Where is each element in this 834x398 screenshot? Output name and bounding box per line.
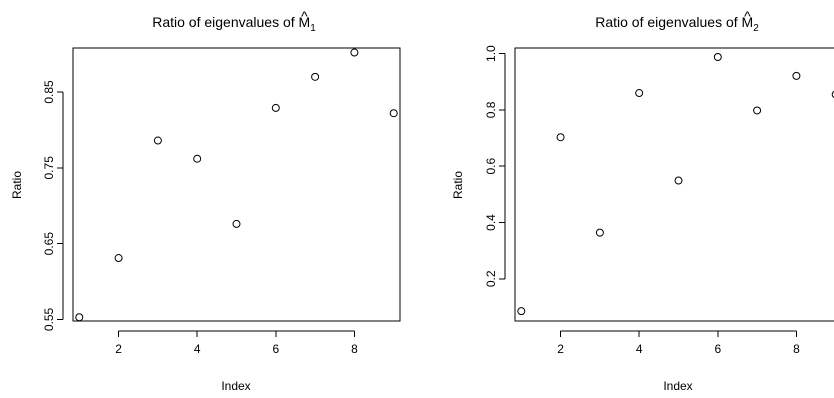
- panel-2-data-point: [556, 133, 565, 142]
- panel-1-data-point: [389, 109, 398, 118]
- panel-1-title-hat: ^: [301, 8, 308, 24]
- panel-1-title-subscript: 1: [310, 23, 316, 34]
- panel-1-y-tick-label: 0.85: [42, 80, 56, 104]
- panel-2-y-axis: 0.2 0.4 0.6 0.8 1.0: [484, 45, 506, 287]
- panel-1-y-axis: 0.55 0.65 0.75 0.85: [42, 80, 64, 331]
- panel-2-y-tick-label: 0.2: [484, 270, 498, 287]
- panel-2-x-tick-label: 2: [557, 342, 564, 356]
- panel-2-plot-box: [514, 47, 834, 322]
- panel-1-y-tick-label: 0.65: [42, 232, 56, 256]
- panel-1-y-axis-label: Ratio: [10, 171, 24, 199]
- panel-2-data-point: [713, 53, 722, 62]
- panel-2-data-point: [674, 176, 683, 185]
- panel-1-plot-box: [72, 47, 401, 322]
- panel-2-y-tick-label: 0.4: [484, 214, 498, 231]
- panel-1-x-tick-label: 2: [115, 342, 122, 356]
- panel-2-x-tick-label: 6: [714, 342, 721, 356]
- panel-2-x-tick-label: 4: [636, 342, 643, 356]
- panel-2-title: Ratio of eigenvalues of M2: [595, 14, 759, 34]
- panel-2-data-point: [517, 307, 526, 316]
- panel-1-y-tick-label: 0.75: [42, 156, 56, 180]
- panel-2-y-tick-label: 1.0: [484, 45, 498, 62]
- panel-2-title-subscript: 2: [753, 23, 759, 34]
- panel-2-data-point: [831, 90, 834, 99]
- panel-1-data-point: [271, 103, 280, 112]
- panel-2-y-tick-label: 0.8: [484, 101, 498, 118]
- panel-1-data-point: [232, 219, 241, 228]
- panel-2-y-axis-label: Ratio: [451, 171, 465, 199]
- panel-1-x-axis-label: Index: [221, 379, 250, 393]
- panel-1-title-prefix: Ratio of eigenvalues of: [152, 14, 298, 30]
- panel-2-title-prefix: Ratio of eigenvalues of: [595, 14, 741, 30]
- panel-2-x-axis: 2 4 6 8: [557, 330, 800, 356]
- panel-2-points: [517, 53, 834, 316]
- panel-2-x-axis-label: Index: [663, 379, 692, 393]
- panel-2: Ratio of eigenvalues of M2 ^ 0.20.40.60.…: [451, 8, 834, 393]
- panel-1-data-point: [75, 313, 84, 322]
- panel-1-y-tick-label: 0.55: [42, 307, 56, 331]
- panel-2-title-symbol: M: [742, 14, 754, 30]
- panel-1-x-axis: 2 4 6 8: [115, 330, 358, 356]
- panel-2-title-hat: ^: [744, 8, 751, 24]
- panel-2-data-point: [635, 89, 644, 98]
- panel-1-data-point: [153, 136, 162, 145]
- panel-1-data-point: [350, 48, 359, 57]
- panel-1-x-tick-label: 8: [351, 342, 358, 356]
- panel-2-data-point: [792, 71, 801, 80]
- panel-1: Ratio of eigenvalues of M1 ^ 0.55 0.65 0.7…: [10, 8, 401, 393]
- panel-1-data-point: [193, 154, 202, 163]
- panel-1-x-tick-label: 6: [272, 342, 279, 356]
- panel-1-data-point: [114, 254, 123, 263]
- panel-1-title: Ratio of eigenvalues of M1: [152, 14, 316, 34]
- panel-2-data-point: [753, 106, 762, 115]
- panel-2-data-point: [595, 228, 604, 237]
- panel-1-title-symbol: M: [299, 14, 311, 30]
- panel-2-y-tick-label: 0.6: [484, 158, 498, 175]
- panel-1-data-point: [311, 72, 320, 81]
- panel-1-x-tick-label: 4: [194, 342, 201, 356]
- panel-1-points: [75, 48, 398, 322]
- panel-2-x-tick-label: 8: [793, 342, 800, 356]
